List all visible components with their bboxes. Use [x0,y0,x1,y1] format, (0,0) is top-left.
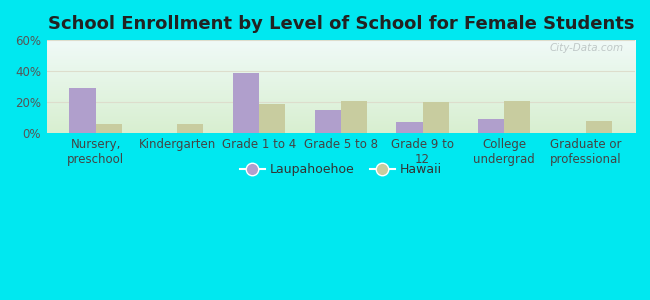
Bar [259,104,285,133]
Bar [341,101,367,133]
Text: City-Data.com: City-Data.com [549,43,623,53]
Bar [504,101,530,133]
Bar [96,124,122,133]
Bar [396,122,422,133]
Title: School Enrollment by Level of School for Female Students: School Enrollment by Level of School for… [47,15,634,33]
Bar [586,121,612,133]
Bar [422,102,448,133]
Bar [478,119,504,133]
Bar [177,124,203,133]
Legend: Laupahoehoe, Hawaii: Laupahoehoe, Hawaii [235,158,447,181]
Bar [315,110,341,133]
Bar [70,88,96,133]
Bar [233,73,259,133]
